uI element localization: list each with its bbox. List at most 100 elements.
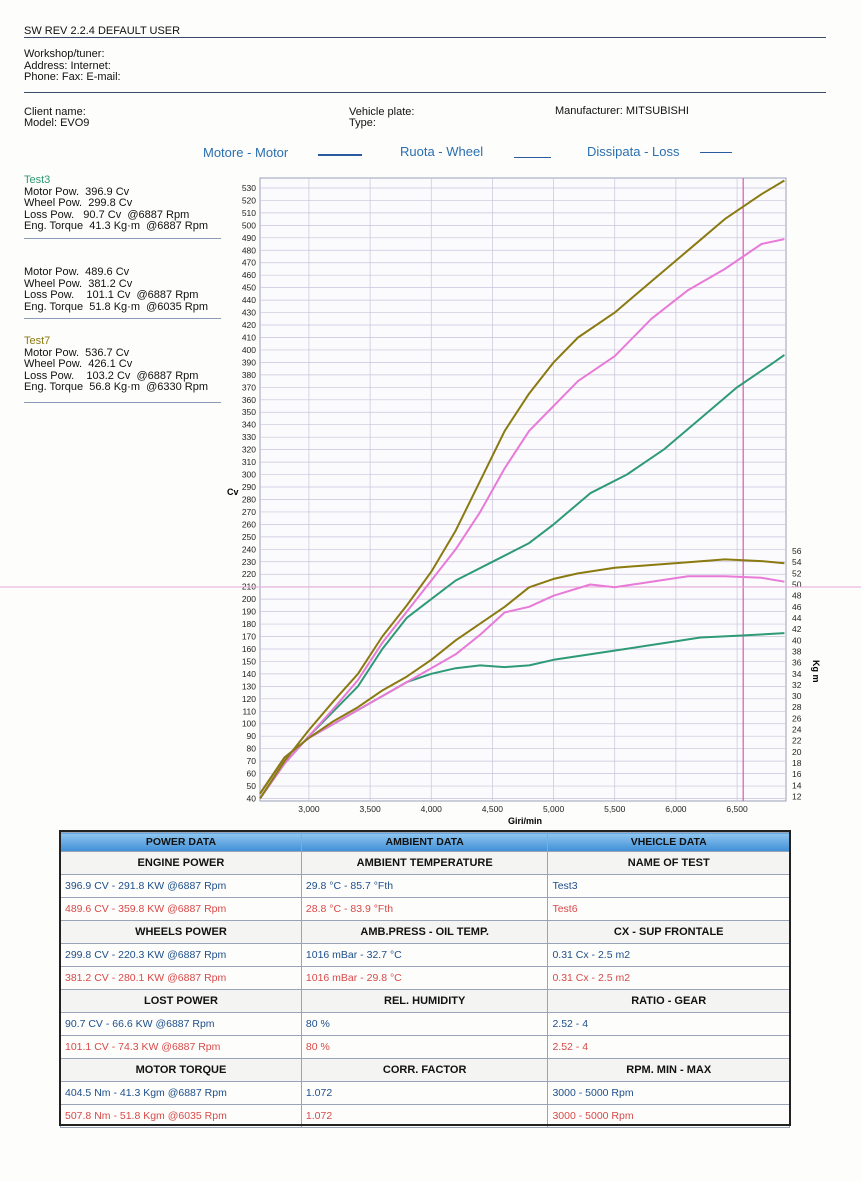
table-cell: Test3 bbox=[547, 874, 790, 898]
table-cell: 1.072 bbox=[300, 1081, 549, 1105]
workshop-label: Workshop/tuner: bbox=[24, 48, 105, 60]
table-section-label: LOST POWER bbox=[60, 989, 302, 1013]
y-tick-label: 480 bbox=[242, 245, 256, 255]
y-tick-label: 470 bbox=[242, 258, 256, 268]
header-divider-2 bbox=[24, 92, 826, 93]
y-tick-label: 110 bbox=[242, 706, 256, 716]
data-table: POWER DATA AMBIENT DATA VHEICLE DATA ENGINE… bbox=[60, 832, 790, 1128]
y-tick-label: 90 bbox=[247, 731, 257, 741]
table-cell: 80 % bbox=[300, 1012, 549, 1036]
y2-axis-label: Kg m bbox=[811, 660, 821, 683]
table-header-cell: POWER DATA bbox=[60, 832, 302, 852]
table-section-label: CORR. FACTOR bbox=[300, 1058, 549, 1082]
header-divider bbox=[24, 37, 826, 38]
dyno-chart: 40 50 60 70 80 90 100 110 120 130 140 150 160 170 180 1… bbox=[0, 177, 861, 826]
table-cell: 80 % bbox=[300, 1035, 549, 1059]
table-cell: 404.5 Nm - 41.3 Kgm @6887 Rpm bbox=[60, 1081, 302, 1105]
legend-motor: Motore - Motor bbox=[203, 145, 289, 160]
table-cell: 1016 mBar - 29.8 °C bbox=[300, 966, 549, 990]
vehicle-plate-label: Vehicle plate: bbox=[349, 106, 415, 118]
test-block-2: Motor Pow. 489.6 Cv Wheel Pow. 381.2 Cv … bbox=[24, 266, 209, 313]
y2-tick-label: 54 bbox=[792, 557, 802, 567]
y-tick-label: 370 bbox=[242, 382, 256, 392]
y-tick-label: 130 bbox=[242, 681, 256, 691]
y-tick-label: 80 bbox=[247, 744, 257, 754]
test-block-1: Test3 Motor Pow. 396.9 Cv Wheel Pow. 299… bbox=[24, 174, 209, 233]
test-row: Loss Pow. 101.1 Cv @6887 Rpm bbox=[24, 289, 199, 301]
y2-tick-label: 30 bbox=[792, 691, 802, 701]
y2-tick-label: 16 bbox=[792, 769, 802, 779]
legend-loss-line bbox=[700, 152, 732, 153]
table-section-row: ENGINE POWER AMBIENT TEMPERATURE NAME OF T… bbox=[60, 851, 790, 875]
y-tick-label: 40 bbox=[247, 794, 257, 804]
test-separator bbox=[24, 318, 221, 319]
x-tick-label: 3,000 bbox=[298, 804, 320, 814]
test-row: Eng. Torque 51.8 Kg·m @6035 Rpm bbox=[24, 300, 209, 313]
table-cell: 2.52 - 4 bbox=[547, 1035, 790, 1059]
y2-tick-label: 46 bbox=[792, 602, 802, 612]
y-tick-label: 320 bbox=[242, 445, 256, 455]
y-tick-label: 350 bbox=[242, 407, 256, 417]
y2-tick-label: 14 bbox=[792, 780, 802, 790]
table-section-label: CX - SUP FRONTALE bbox=[547, 920, 790, 944]
table-cell: 3000 - 5000 Rpm bbox=[547, 1081, 790, 1105]
table-cell: 90.7 CV - 66.6 KW @6887 Rpm bbox=[60, 1012, 302, 1036]
address-label: Address: Internet: bbox=[24, 60, 111, 72]
table-row: 489.6 CV - 359.8 KW @6887 Rpm 28.8 °C - 8… bbox=[60, 897, 790, 921]
table-cell: 381.2 CV - 280.1 KW @6887 Rpm bbox=[60, 966, 302, 990]
y-tick-label: 460 bbox=[242, 270, 256, 280]
y-tick-label: 200 bbox=[242, 594, 256, 604]
table-cell: 1.072 bbox=[300, 1104, 549, 1128]
y-tick-label: 140 bbox=[242, 669, 256, 679]
test-row: Motor Pow. 536.7 Cv bbox=[24, 346, 130, 359]
test-row: Wheel Pow. 426.1 Cv bbox=[24, 358, 133, 370]
x-tick-label: 6,500 bbox=[726, 804, 748, 814]
y-tick-label: 380 bbox=[242, 370, 256, 380]
legend-motor-line bbox=[318, 154, 362, 156]
y-tick-label: 60 bbox=[247, 769, 257, 779]
test-block-3: Test7 Motor Pow. 536.7 Cv Wheel Pow. 426… bbox=[24, 335, 209, 394]
table-section-label: NAME OF TEST bbox=[547, 851, 790, 875]
table-cell: 489.6 CV - 359.8 KW @6887 Rpm bbox=[60, 897, 302, 921]
y2-tick-label: 34 bbox=[792, 669, 802, 679]
test-row: Loss Pow. 103.2 Cv @6887 Rpm bbox=[24, 369, 199, 382]
y-tick-label: 310 bbox=[242, 457, 256, 467]
test-row: Eng. Torque 56.8 Kg·m @6330 Rpm bbox=[24, 381, 209, 393]
table-cell: 299.8 CV - 220.3 KW @6887 Rpm bbox=[60, 943, 302, 967]
y-tick-label: 490 bbox=[242, 233, 256, 243]
y-tick-label: 290 bbox=[242, 482, 256, 492]
test-name: Test7 bbox=[24, 335, 51, 347]
plot-area bbox=[259, 177, 787, 802]
series-line-power bbox=[259, 354, 785, 800]
x-tick-label: 5,500 bbox=[604, 804, 626, 814]
y2-tick-label: 32 bbox=[792, 680, 802, 690]
table-cell: 28.8 °C - 83.9 °Fth bbox=[300, 897, 549, 921]
table-row: 90.7 CV - 66.6 KW @6887 Rpm 80 % 2.52 - 4 bbox=[60, 1012, 790, 1036]
test-row: Eng. Torque 41.3 Kg·m @6887 Rpm bbox=[24, 220, 209, 232]
table-section-row: MOTOR TORQUE CORR. FACTOR RPM. MIN - MAX bbox=[60, 1058, 790, 1082]
table-section-label: ENGINE POWER bbox=[60, 851, 302, 875]
table-cell: 1016 mBar - 32.7 °C bbox=[300, 943, 549, 967]
manufacturer-label: Manufacturer: MITSUBISHI bbox=[555, 105, 689, 117]
test-row: Wheel Pow. 381.2 Cv bbox=[24, 277, 133, 290]
y-tick-label: 220 bbox=[242, 569, 256, 579]
legend-wheel: Ruota - Wheel bbox=[400, 144, 484, 159]
table-header-cell: AMBIENT DATA bbox=[300, 832, 549, 852]
table-cell: Test6 bbox=[547, 897, 790, 921]
y-tick-label: 230 bbox=[242, 557, 256, 567]
y2-tick-label: 42 bbox=[792, 624, 802, 634]
test-separator bbox=[24, 402, 221, 403]
y-tick-label: 330 bbox=[242, 432, 256, 442]
y-tick-label: 450 bbox=[242, 283, 256, 293]
legend-loss: Dissipata - Loss bbox=[587, 144, 680, 159]
test-row: Motor Pow. 489.6 Cv bbox=[24, 266, 130, 278]
y-tick-label: 360 bbox=[242, 395, 256, 405]
table-cell: 0.31 Cx - 2.5 m2 bbox=[547, 966, 790, 990]
table-row: 299.8 CV - 220.3 KW @6887 Rpm 1016 mBar -… bbox=[60, 943, 790, 967]
y2-tick-label: 26 bbox=[792, 713, 802, 723]
y-tick-label: 430 bbox=[242, 308, 256, 318]
table-cell: 101.1 CV - 74.3 KW @6887 Rpm bbox=[60, 1035, 302, 1059]
type-label: Type: bbox=[349, 117, 376, 129]
y-tick-label: 50 bbox=[247, 781, 257, 791]
model-label: Model: EVO9 bbox=[24, 117, 90, 129]
